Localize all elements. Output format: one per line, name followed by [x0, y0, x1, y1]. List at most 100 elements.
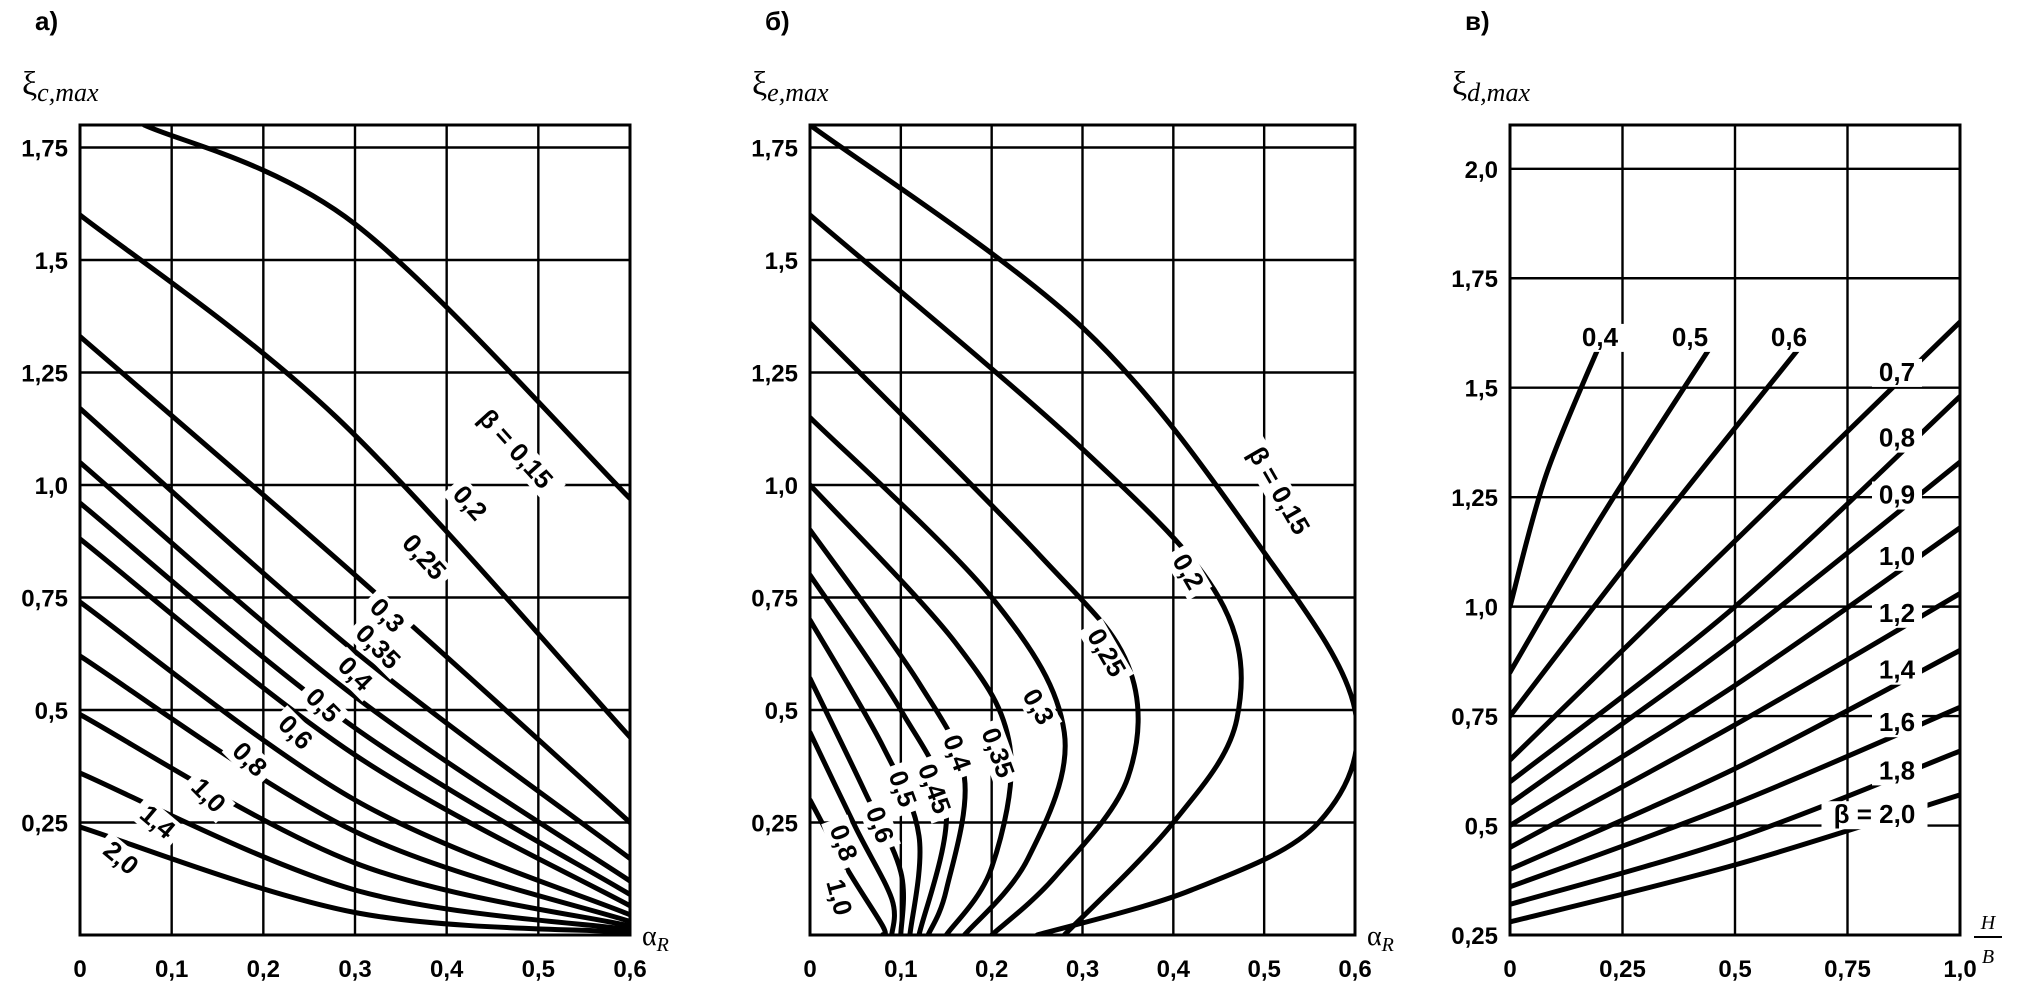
curve-label-bg [1013, 678, 1063, 736]
curve-label: 1,2 [1872, 598, 1922, 628]
curve-label: 0,8 [1872, 423, 1922, 453]
y-axis-label: ξd,max [1452, 66, 1530, 107]
curve-label-bg [1764, 323, 1814, 352]
curve-label-text: β = 2,0 [1834, 799, 1916, 829]
curve-label: 1,4 [1872, 655, 1922, 685]
curve-label-text: β = 0,15 [1242, 441, 1316, 539]
series-line [810, 212, 1244, 935]
x-tick-label: 0,1 [155, 956, 188, 983]
y-tick-label: 1,0 [1465, 595, 1498, 622]
curve-label-text: β = 0,15 [473, 403, 560, 494]
curve-label: 0,4 [1575, 322, 1625, 352]
curve-label-bg [464, 395, 566, 504]
curve-label: 0,8 [221, 732, 277, 788]
series-line [80, 334, 630, 825]
y-tick-label: 0,25 [21, 811, 68, 838]
curve-label: 0,6 [1764, 322, 1814, 352]
curve-label-bg [1236, 432, 1321, 550]
y-axis-label: ξc,max [22, 66, 99, 107]
curve-label-text: 1,0 [1879, 541, 1915, 571]
x-tick-label: 0,3 [338, 956, 371, 983]
y-axis-label: ξe,max [752, 66, 829, 107]
curve-label-text: 0,8 [1879, 423, 1915, 453]
y-tick-label: 1,0 [35, 473, 68, 500]
y-tick-label: 1,5 [765, 248, 798, 275]
curve-label-bg [1162, 543, 1213, 601]
series-line [80, 712, 630, 929]
curve-label-text: 0,5 [1672, 322, 1708, 352]
series-line [1510, 341, 1603, 610]
series-line [1510, 341, 1805, 719]
curve-label-bg [1665, 323, 1715, 352]
y-tick-label: 1,75 [1451, 266, 1498, 293]
curve-label: 0,7 [1872, 357, 1922, 387]
curve-label: 0,9 [1872, 480, 1922, 510]
x-tick-label: 0,3 [1066, 956, 1099, 983]
curve-label-bg [818, 869, 859, 926]
chart-panel-2: б) ξe,max 0 0,1 0,2 0,3 0,4 0,5 0,6 0,25 0,5 0,75 1,… [751, 6, 1394, 983]
curve-label: 0,25 [1077, 618, 1135, 688]
curve-label-bg [973, 718, 1022, 788]
curve-label-text: 0,35 [976, 724, 1022, 782]
curve-label-bg [934, 724, 979, 782]
x-axis-label: αR [1367, 921, 1394, 956]
series-line [80, 500, 630, 897]
curve-label-bg [327, 646, 383, 702]
curve-label-bg [1575, 323, 1625, 352]
x-tick-label: 0,6 [613, 956, 646, 983]
curve-label-bg [1872, 481, 1922, 510]
curve-label-text: 0,9 [1879, 480, 1915, 510]
series-line [141, 125, 630, 501]
y-tick-label: 1,25 [751, 361, 798, 388]
curve-label-bg [1821, 801, 1928, 830]
x-tick-label: 0,1 [884, 956, 917, 983]
x-tick-label: 0,5 [1247, 956, 1280, 983]
series-line [810, 415, 1068, 935]
panel-letter: а) [35, 6, 58, 36]
curve-label-bg [294, 678, 351, 734]
curve-label-bg [1077, 618, 1135, 688]
curve-label-bg [857, 796, 901, 854]
curve-label: 1,8 [1872, 755, 1922, 786]
x-tick-label: 0,5 [522, 956, 555, 983]
curve-label-bg [880, 760, 924, 818]
y-tick-label: 1,75 [751, 136, 798, 163]
y-tick-label: 0,25 [751, 811, 798, 838]
x-tick-label: 0 [73, 956, 86, 983]
curve-label: β = 2,0 [1821, 799, 1928, 830]
x-tick-label: 0,4 [430, 956, 464, 983]
series-line [80, 406, 630, 861]
curve-label-bg [391, 524, 456, 591]
curve-label-bg [1872, 424, 1922, 453]
curve-label: 1,0 [1872, 541, 1922, 571]
curve-label-bg [129, 795, 186, 850]
y-tick-label: 1,0 [765, 473, 798, 500]
y-tick-label: 0,5 [1465, 814, 1498, 841]
chart-panel-1: а) ξc,max 0 0,1 0,2 0,3 0,4 0,5 0,6 0,25 0,5 0,75 1,… [21, 6, 669, 983]
curve-label: 1,0 [180, 768, 236, 824]
y-tick-label: 0,5 [35, 698, 68, 725]
x-tick-label: 0,6 [1338, 956, 1371, 983]
y-tick-label: 0,75 [21, 586, 68, 613]
x-tick-label: 0,25 [1599, 956, 1646, 983]
y-tick-label: 1,75 [21, 136, 68, 163]
curve-label-bg [1872, 542, 1922, 571]
x-tick-label: 0,2 [975, 956, 1008, 983]
y-tick-label: 1,5 [1465, 376, 1498, 403]
series-line [810, 730, 897, 935]
panel-letter: в) [1465, 6, 1490, 36]
y-tick-label: 0,5 [765, 698, 798, 725]
curve-label-bg [1872, 709, 1922, 738]
plot-frame [78, 123, 632, 937]
series-line [810, 320, 1141, 935]
curve-label-text: 1,8 [1879, 755, 1915, 785]
series-line [80, 599, 630, 918]
y-tick-label: 1,25 [1451, 485, 1498, 512]
series-line [80, 460, 630, 884]
curve-label-text: 0,6 [1771, 322, 1807, 352]
curve-label-bg [267, 705, 323, 761]
curve-label-bg [821, 814, 865, 872]
series-line [1510, 341, 1715, 675]
curve-label: 0,3 [1013, 678, 1063, 736]
